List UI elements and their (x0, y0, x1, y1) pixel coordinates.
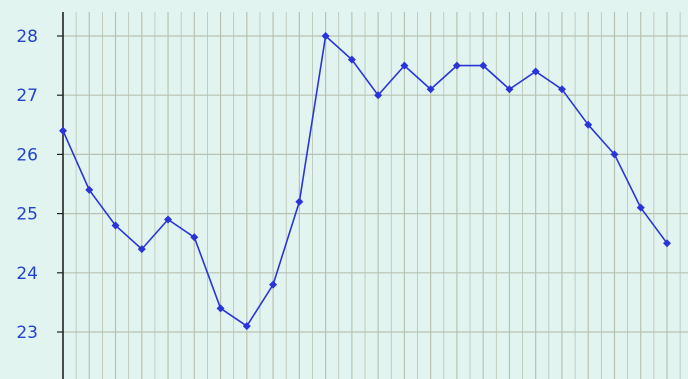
data-point (295, 197, 304, 206)
data-point (321, 32, 330, 40)
data-point (584, 120, 593, 129)
data-point (400, 61, 409, 70)
data-point (59, 126, 67, 135)
data-point (269, 280, 278, 289)
data-point (374, 91, 383, 100)
data-point (557, 85, 566, 94)
series-line (62, 34, 668, 328)
data-point (531, 67, 540, 76)
y-tick-label: 24 (16, 264, 38, 284)
grid (57, 12, 688, 379)
data-point (85, 185, 94, 194)
data-point (663, 239, 671, 248)
data-point (426, 85, 435, 94)
data-point (242, 322, 251, 331)
data-point (137, 245, 146, 254)
y-tick-label: 28 (16, 27, 38, 47)
data-point (347, 55, 356, 64)
data-point (111, 221, 120, 230)
series-container (59, 32, 671, 331)
data-point (505, 85, 514, 94)
y-tick-label: 25 (16, 205, 38, 225)
y-axis-labels: 28 27 26 25 24 23 (16, 27, 38, 343)
data-point (216, 304, 225, 313)
data-point (479, 61, 488, 70)
data-point (452, 61, 461, 70)
y-tick-label: 27 (16, 86, 38, 106)
y-tick-label: 23 (16, 323, 38, 343)
data-point (190, 233, 199, 242)
data-point (164, 215, 173, 224)
data-point (636, 203, 645, 212)
data-point (610, 150, 619, 159)
y-tick-label: 26 (16, 145, 38, 165)
